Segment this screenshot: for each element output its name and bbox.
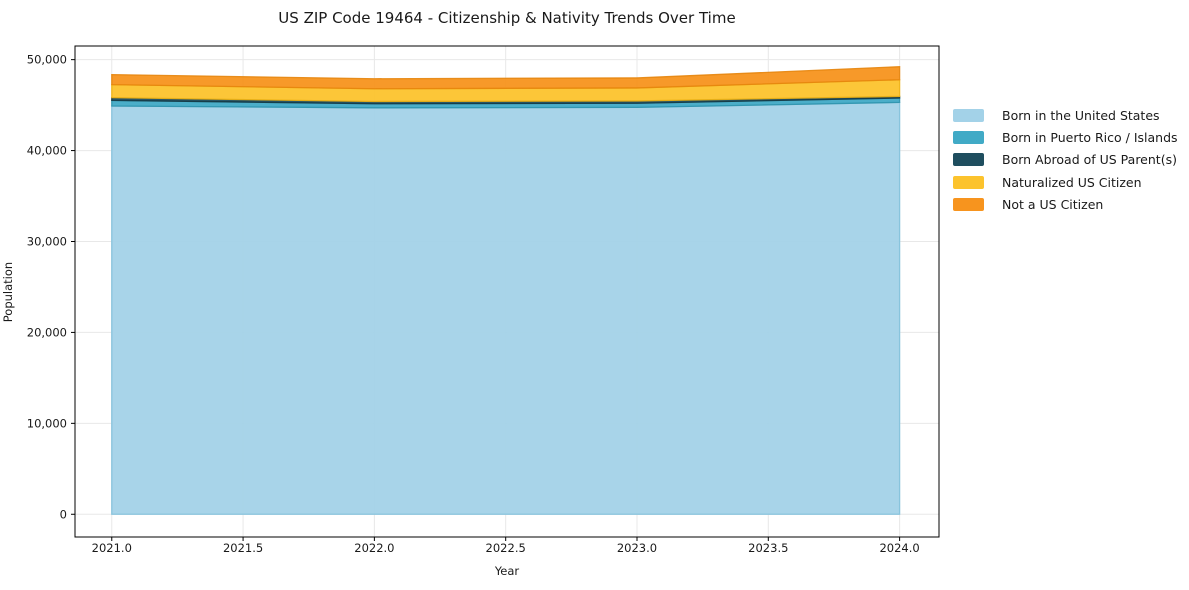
legend-swatch-not-citizen: [953, 198, 984, 212]
x-tick-label: 2022.0: [354, 541, 394, 555]
legend-swatch-naturalized: [953, 175, 984, 189]
y-tick-label: 40,000: [27, 144, 67, 158]
legend-label: Born in Puerto Rico / Islands: [1002, 130, 1178, 146]
chart-title: US ZIP Code 19464 - Citizenship & Nativi…: [278, 9, 736, 27]
legend-swatch-born-abroad: [953, 153, 984, 167]
legend-label: Naturalized US Citizen: [1002, 174, 1142, 190]
y-tick-label: 0: [60, 507, 67, 521]
legend-label: Born in the United States: [1002, 107, 1160, 123]
legend-label: Not a US Citizen: [1002, 197, 1104, 213]
legend-item-born-us: Born in the United States: [953, 104, 1178, 126]
plot-border: [74, 45, 940, 538]
area-not-citizen: [111, 66, 901, 90]
x-tick-label: 2023.5: [748, 541, 788, 555]
x-axis-label: Year: [494, 564, 520, 578]
x-tick-label: 2021.0: [92, 541, 132, 555]
legend-item-puerto-rico-islands: Born in Puerto Rico / Islands: [953, 126, 1178, 148]
x-tick-label: 2023.0: [617, 541, 657, 555]
x-tick-label: 2024.0: [879, 541, 919, 555]
x-tick-label: 2021.5: [223, 541, 263, 555]
legend-item-naturalized: Naturalized US Citizen: [953, 171, 1178, 193]
y-tick-label: 50,000: [27, 53, 67, 67]
y-tick-label: 30,000: [27, 234, 67, 248]
y-axis-label: Population: [1, 261, 15, 323]
y-tick-label: 20,000: [27, 325, 67, 339]
legend-label: Born Abroad of US Parent(s): [1002, 152, 1177, 168]
legend-swatch-puerto-rico-islands: [953, 131, 984, 145]
x-tick-label: 2022.5: [486, 541, 526, 555]
area-born-us: [111, 101, 901, 515]
legend-item-not-citizen: Not a US Citizen: [953, 194, 1178, 216]
legend: Born in the United States Born in Puerto …: [953, 104, 1178, 216]
legend-swatch-born-us: [953, 108, 984, 122]
y-tick-label: 10,000: [27, 416, 67, 430]
legend-item-born-abroad: Born Abroad of US Parent(s): [953, 149, 1178, 171]
